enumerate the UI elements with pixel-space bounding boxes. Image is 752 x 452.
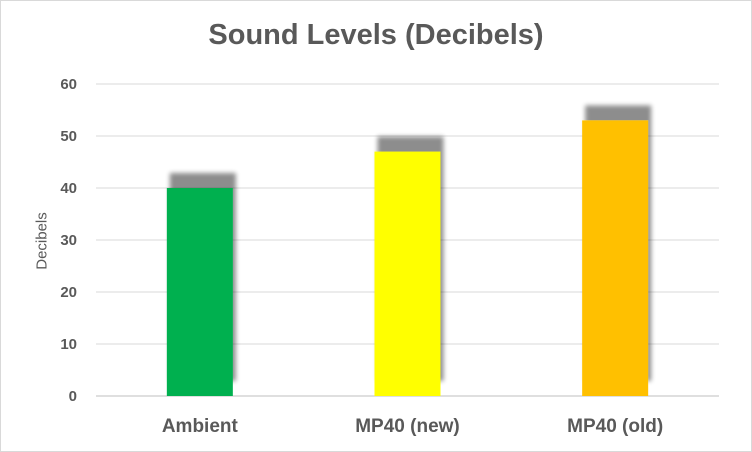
y-tick-label: 30: [60, 232, 77, 249]
bars: [166, 120, 649, 397]
bar-mp40-new: [374, 151, 441, 396]
y-tick-label: 50: [60, 128, 77, 145]
y-tick-label: 0: [69, 388, 77, 405]
y-tick-label: 60: [60, 76, 77, 93]
category-label: MP40 (new): [355, 416, 460, 437]
bar-mp40-old: [582, 120, 649, 397]
y-tick-label: 40: [60, 180, 77, 197]
y-tick-label: 20: [60, 284, 77, 301]
y-tick-labels: 0 10 20 30 40 50 60: [60, 76, 77, 405]
y-tick-label: 10: [60, 336, 77, 353]
category-label: Ambient: [162, 416, 239, 437]
bar-ambient: [166, 188, 233, 396]
category-label: MP40 (old): [567, 416, 663, 437]
chart-title: Sound Levels (Decibels): [208, 19, 544, 51]
category-labels: Ambient MP40 (new) MP40 (old): [162, 416, 663, 437]
